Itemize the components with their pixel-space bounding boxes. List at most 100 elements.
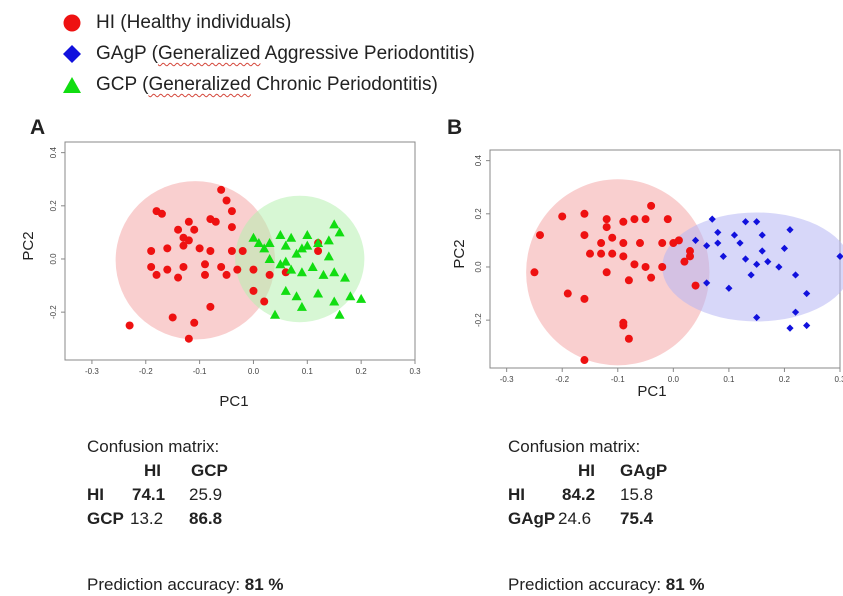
data-point-hi bbox=[619, 217, 628, 226]
data-point-hi bbox=[179, 262, 188, 271]
data-point-hi bbox=[184, 217, 193, 226]
data-point-hi bbox=[624, 276, 633, 285]
data-point-hi bbox=[281, 268, 290, 277]
x-tick-label: 0.3 bbox=[834, 375, 843, 384]
y-tick-label: -0.2 bbox=[474, 313, 483, 327]
data-point-gcp bbox=[248, 232, 259, 242]
data-point-gagp bbox=[753, 260, 761, 268]
x-tick-label: 0.2 bbox=[356, 367, 368, 376]
y-axis-label: PC2 bbox=[451, 239, 468, 268]
x-tick-label: -0.3 bbox=[500, 375, 514, 384]
data-point-hi bbox=[190, 225, 199, 234]
x-tick-label: -0.1 bbox=[611, 375, 625, 384]
data-point-gagp bbox=[758, 247, 766, 255]
data-point-hi bbox=[686, 252, 694, 261]
data-point-gcp bbox=[280, 240, 291, 250]
data-point-gcp bbox=[264, 238, 275, 248]
data-point-hi bbox=[211, 217, 220, 226]
x-axis-label: PC1 bbox=[637, 383, 666, 400]
x-tick-label: 0.0 bbox=[248, 367, 260, 376]
data-point-gcp bbox=[313, 288, 324, 298]
accuracy-value: 81 % bbox=[244, 575, 284, 594]
data-point-hi bbox=[580, 209, 589, 218]
data-point-hi bbox=[168, 313, 177, 322]
data-point-hi bbox=[536, 231, 544, 240]
data-point-gcp bbox=[334, 227, 345, 237]
accuracy-label: Prediction accuracy: bbox=[508, 575, 666, 594]
blue-diamond-marker-icon bbox=[63, 45, 81, 63]
data-point-hi bbox=[249, 265, 258, 274]
data-point-gcp bbox=[280, 256, 291, 266]
data-point-gcp bbox=[356, 293, 367, 303]
data-point-hi bbox=[163, 244, 172, 253]
data-point-gcp bbox=[323, 235, 334, 245]
data-point-hi bbox=[227, 207, 236, 216]
data-point-hi bbox=[602, 268, 611, 277]
x-tick-label: -0.2 bbox=[555, 375, 569, 384]
x-tick-label: 0.0 bbox=[668, 375, 680, 384]
data-point-hi bbox=[265, 270, 274, 279]
pca-plot-b: -0.3 -0.2 -0.1 0.0 0.1 0.2 0.3 -0.2 0.0 0.2 0.4 PC1… bbox=[451, 149, 843, 400]
data-point-hi bbox=[217, 185, 226, 194]
data-point-hi bbox=[630, 215, 639, 224]
data-point-gcp bbox=[270, 309, 280, 319]
cm-row-header: GCP bbox=[87, 509, 124, 528]
data-point-hi bbox=[190, 318, 199, 327]
data-point-hi bbox=[174, 273, 183, 282]
data-point-gcp bbox=[253, 238, 264, 248]
data-point-hi bbox=[201, 260, 209, 269]
data-point-hi bbox=[179, 241, 188, 250]
data-point-gcp bbox=[340, 272, 350, 282]
y-tick-label: 0.2 bbox=[49, 200, 58, 212]
x-tick-label: -0.2 bbox=[139, 367, 153, 376]
pca-plot-a: -0.3 -0.2 -0.1 0.0 0.1 0.2 0.3 -0.2 0.0 0.2 0.4 PC1… bbox=[20, 141, 421, 410]
data-point-gagp bbox=[703, 242, 711, 250]
data-point-gagp bbox=[708, 215, 716, 223]
y-tick-label: 0.2 bbox=[474, 208, 483, 220]
data-point-hi bbox=[597, 239, 606, 248]
data-point-hi bbox=[608, 249, 617, 258]
data-point-hi bbox=[619, 252, 628, 261]
data-point-gcp bbox=[275, 259, 286, 269]
data-point-hi bbox=[206, 247, 215, 255]
data-point-hi bbox=[206, 302, 215, 311]
data-point-hi bbox=[663, 215, 672, 224]
data-point-hi bbox=[314, 247, 323, 255]
panel-letter-b: B bbox=[447, 116, 463, 139]
data-point-hi bbox=[184, 236, 193, 245]
cm-cell: 15.8 bbox=[620, 485, 654, 504]
data-point-gcp bbox=[329, 267, 340, 277]
confidence-ellipse-hi bbox=[115, 181, 275, 340]
data-point-hi bbox=[227, 247, 236, 255]
data-point-hi bbox=[558, 212, 567, 221]
accuracy-value: 81 % bbox=[665, 575, 705, 594]
data-point-gagp bbox=[736, 239, 744, 247]
data-point-hi bbox=[624, 334, 633, 343]
confidence-ellipse-hi bbox=[526, 179, 710, 366]
cm-cell: 74.1 bbox=[132, 485, 166, 504]
data-point-hi bbox=[227, 223, 236, 232]
data-point-hi bbox=[602, 223, 611, 232]
data-point-hi bbox=[530, 268, 539, 277]
data-point-gcp bbox=[286, 264, 297, 274]
cm-cell: 75.4 bbox=[620, 509, 654, 528]
data-point-hi bbox=[580, 231, 589, 240]
data-point-gcp bbox=[307, 261, 318, 271]
data-point-gagp bbox=[803, 321, 811, 330]
legend-label-gagp: GAgP (Generalized Aggressive Periodontit… bbox=[96, 43, 475, 64]
data-point-hi bbox=[691, 281, 700, 290]
cm-col-header: GCP bbox=[191, 461, 228, 480]
data-point-hi bbox=[641, 215, 650, 224]
data-point-hi bbox=[195, 244, 204, 253]
cm-cell: 13.2 bbox=[130, 509, 164, 528]
data-point-hi bbox=[680, 257, 689, 266]
data-point-hi bbox=[580, 294, 589, 303]
data-point-hi bbox=[636, 239, 644, 248]
data-point-gcp bbox=[296, 243, 307, 253]
data-point-gagp bbox=[786, 226, 794, 234]
legend-label-gcp: GCP (Generalized Chronic Periodontitis) bbox=[96, 74, 438, 95]
data-point-hi bbox=[597, 249, 606, 258]
data-point-gcp bbox=[259, 243, 270, 253]
data-point-gagp bbox=[753, 218, 761, 226]
y-axis-label: PC2 bbox=[20, 231, 37, 260]
